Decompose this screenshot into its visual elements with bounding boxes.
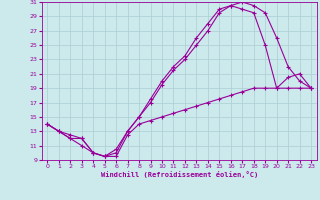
X-axis label: Windchill (Refroidissement éolien,°C): Windchill (Refroidissement éolien,°C) [100, 171, 258, 178]
